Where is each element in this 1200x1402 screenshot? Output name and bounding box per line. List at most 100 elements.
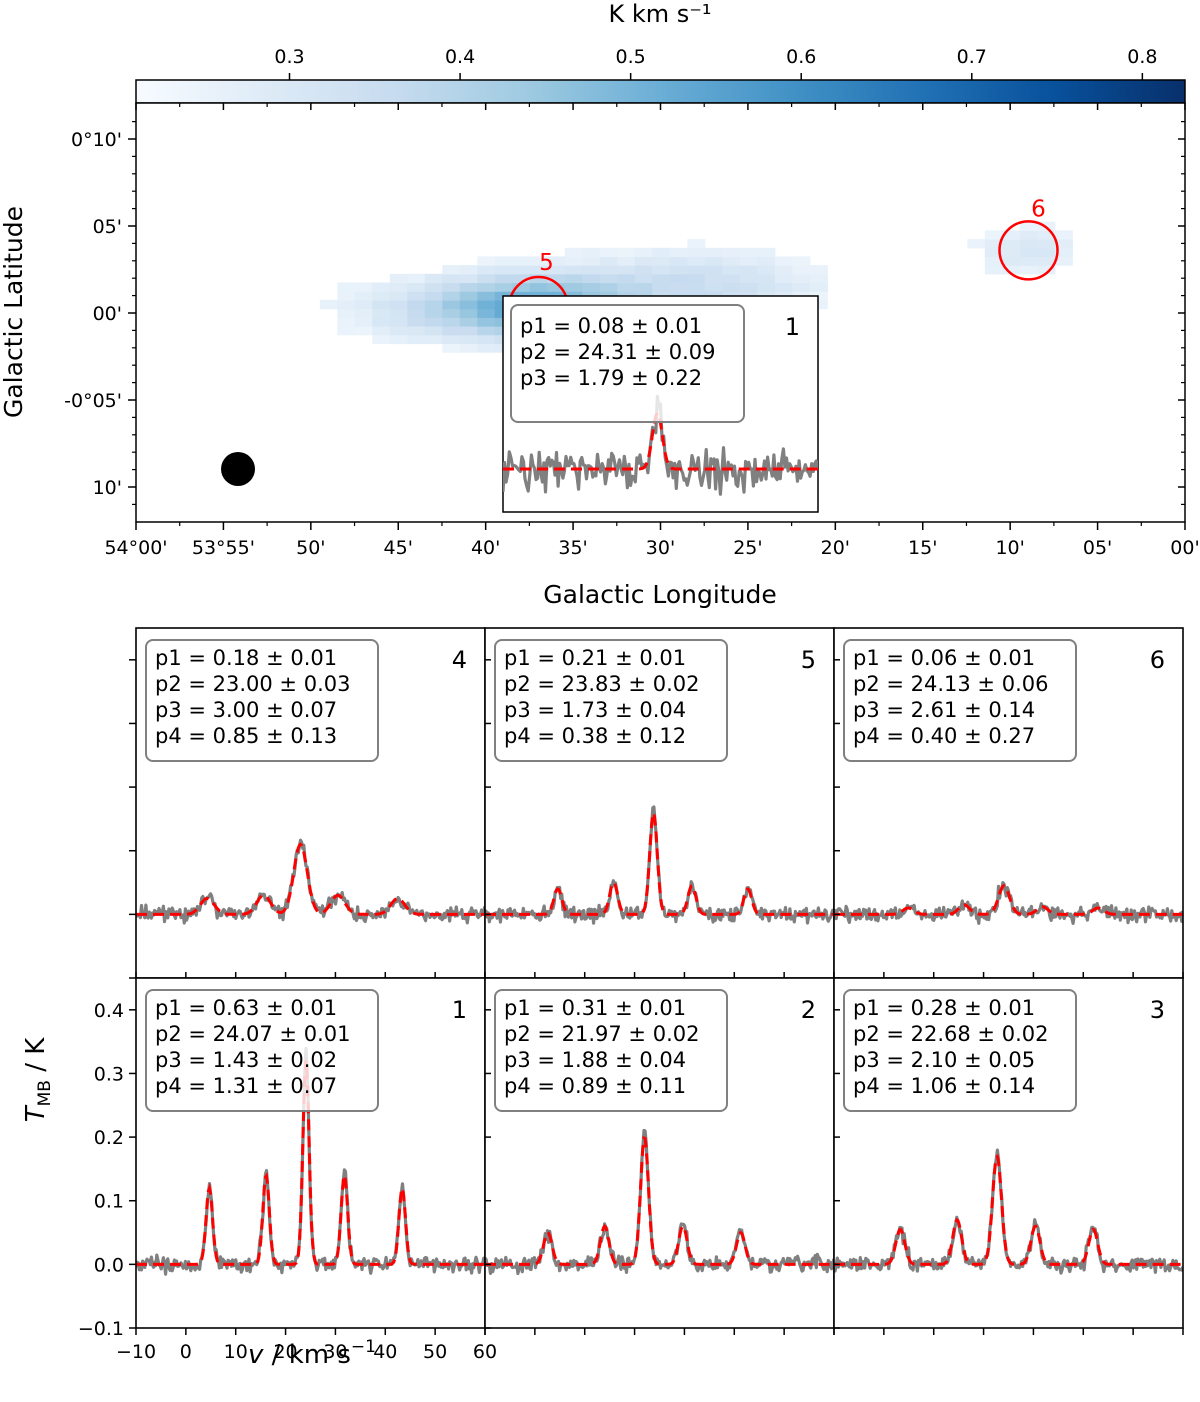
inset-label: 1 <box>785 313 800 341</box>
beam-marker <box>221 452 255 486</box>
map-x-tick-label: 00' <box>1170 537 1199 559</box>
fit-param: p2 = 24.13 ± 0.06 <box>853 672 1048 696</box>
fit-curve <box>485 809 834 916</box>
svg-text:TMB / K: TMB / K <box>21 1037 55 1123</box>
map-y-tick-label: 00' <box>93 303 122 325</box>
x-tick-label: −10 <box>116 1341 156 1363</box>
colorbar-tick-label: 0.8 <box>1127 46 1157 68</box>
map-x-tick-label: 30' <box>646 537 675 559</box>
panel-label: 3 <box>1150 996 1165 1024</box>
map-ylabel: Galactic Latitude <box>0 206 28 418</box>
param-box <box>843 989 1077 1112</box>
map-x-tick-label: 45' <box>384 537 413 559</box>
fit-param: p1 = 0.18 ± 0.01 <box>155 646 337 670</box>
x-tick-label: 10 <box>224 1341 248 1363</box>
param-box <box>145 639 379 762</box>
param-box <box>494 639 728 762</box>
param-box <box>843 639 1077 762</box>
panel-label: 2 <box>801 996 816 1024</box>
fit-curve <box>136 842 485 916</box>
observed-spectrum <box>834 881 1183 925</box>
panel-label: 1 <box>452 996 467 1024</box>
xlabel-symbol: v <box>248 1340 264 1370</box>
fit-param: p2 = 23.00 ± 0.03 <box>155 672 350 696</box>
inset-param-box <box>510 304 745 423</box>
intensity-map: 123456 54°00'53°55'50'45'40'35'30'25'20'… <box>0 102 1200 609</box>
source-label-6: 6 <box>1031 196 1046 222</box>
panel-frame <box>833 977 1184 1329</box>
ylabel-symbol: T <box>21 1104 51 1122</box>
colorbar-label: K km s⁻¹ <box>608 0 711 28</box>
fit-param: p3 = 1.73 ± 0.04 <box>504 698 686 722</box>
fit-param: p4 = 0.40 ± 0.27 <box>853 724 1035 748</box>
colorbar: K km s⁻¹ 0.3 0.4 0.5 0.6 0.7 0.8 <box>135 0 1186 104</box>
spectra-xlabel: v / km s−1 <box>248 1337 376 1370</box>
y-tick-label: 0.4 <box>94 1000 124 1022</box>
fit-param: p4 = 1.31 ± 0.07 <box>155 1074 337 1098</box>
inset-param-3: p3 = 1.79 ± 0.22 <box>520 366 702 390</box>
y-tick-label: 0.1 <box>94 1191 124 1213</box>
map-xlabel: Galactic Longitude <box>543 580 776 609</box>
fit-param: p4 = 1.06 ± 0.14 <box>853 1074 1035 1098</box>
xlabel-unit: / km s <box>263 1340 350 1370</box>
map-y-tick-label: 05' <box>93 216 122 238</box>
map-x-tick-label: 53°55' <box>192 537 255 559</box>
colorbar-tick-label: 0.6 <box>786 46 816 68</box>
source-label-5: 5 <box>539 250 554 276</box>
fit-param: p3 = 3.00 ± 0.07 <box>155 698 337 722</box>
y-tick-label: 0.0 <box>94 1254 124 1276</box>
fit-param: p2 = 22.68 ± 0.02 <box>853 1022 1048 1046</box>
map-y-tick-label: 0°10' <box>71 129 122 151</box>
fit-param: p4 = 0.85 ± 0.13 <box>155 724 337 748</box>
map-x-tick-label: 15' <box>908 537 937 559</box>
panel-label: 4 <box>452 646 467 674</box>
fit-curve <box>503 409 818 471</box>
x-tick-label: 50 <box>423 1341 447 1363</box>
observed-spectrum <box>485 1128 834 1276</box>
colorbar-tick-label: 0.3 <box>274 46 304 68</box>
fit-param: p2 = 23.83 ± 0.02 <box>504 672 699 696</box>
fit-param: p3 = 1.88 ± 0.04 <box>504 1048 686 1072</box>
map-y-tick-label: -0°05' <box>64 390 122 412</box>
fit-param: p3 = 2.10 ± 0.05 <box>853 1048 1035 1072</box>
map-x-tick-label: 25' <box>733 537 762 559</box>
map-x-tick-label: 20' <box>821 537 850 559</box>
fit-param: p2 = 24.07 ± 0.01 <box>155 1022 350 1046</box>
panel-label: 5 <box>801 646 816 674</box>
fit-param: p3 = 2.61 ± 0.14 <box>853 698 1035 722</box>
map-x-tick-label: 54°00' <box>104 537 167 559</box>
x-tick-label: 20 <box>273 1341 297 1363</box>
xlabel-exponent: −1 <box>351 1337 376 1357</box>
fit-param: p3 = 1.43 ± 0.02 <box>155 1048 337 1072</box>
fit-param: p1 = 0.28 ± 0.01 <box>853 996 1035 1020</box>
x-tick-label: 0 <box>180 1341 192 1363</box>
map-y-tick-label: 10' <box>93 477 122 499</box>
fit-curve <box>834 1153 1183 1266</box>
spectra-ylabel: TMB / K <box>21 1037 55 1123</box>
map-inset: p1 = 0.08 ± 0.01 p2 = 24.31 ± 0.09 p3 = … <box>502 295 819 513</box>
fit-curve <box>834 883 1183 916</box>
y-tick-label: −0.1 <box>78 1318 124 1340</box>
x-tick-label: 60 <box>473 1341 497 1363</box>
fit-param: p1 = 0.31 ± 0.01 <box>504 996 686 1020</box>
fit-param: p1 = 0.63 ± 0.01 <box>155 996 337 1020</box>
map-x-tick-label: 05' <box>1083 537 1112 559</box>
colorbar-tick-label: 0.7 <box>957 46 987 68</box>
observed-spectrum <box>485 805 834 925</box>
param-box <box>494 989 728 1112</box>
map-x-tick-label: 10' <box>995 537 1024 559</box>
map-x-tick-label: 50' <box>296 537 325 559</box>
x-tick-label: 40 <box>373 1341 397 1363</box>
colorbar-gradient <box>135 79 1186 104</box>
fit-param: p2 = 21.97 ± 0.02 <box>504 1022 699 1046</box>
ylabel-subscript: MB <box>35 1080 55 1106</box>
map-x-tick-label: 40' <box>471 537 500 559</box>
fit-param: p4 = 0.89 ± 0.11 <box>504 1074 686 1098</box>
fit-curve <box>485 1136 834 1266</box>
